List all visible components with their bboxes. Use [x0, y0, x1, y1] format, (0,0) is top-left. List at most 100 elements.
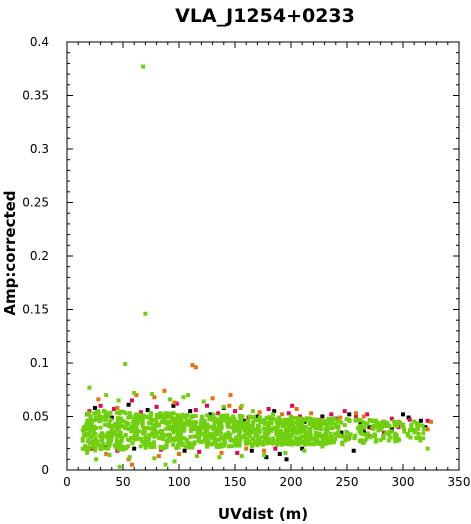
data-point — [142, 442, 147, 447]
data-point — [239, 454, 244, 459]
data-point — [235, 428, 240, 433]
data-point — [333, 422, 338, 427]
data-point — [328, 434, 333, 439]
data-point — [298, 436, 303, 441]
data-point — [87, 424, 92, 429]
data-point — [131, 423, 136, 428]
data-point — [106, 423, 111, 428]
data-point — [93, 436, 98, 441]
data-point — [328, 419, 333, 424]
data-point — [89, 418, 94, 423]
data-point — [171, 442, 176, 447]
data-point — [275, 438, 280, 443]
data-point — [96, 443, 101, 448]
data-point — [329, 421, 334, 426]
data-point — [241, 421, 246, 426]
data-point — [238, 423, 243, 428]
data-points — [80, 64, 433, 469]
data-point — [147, 442, 152, 447]
data-point — [168, 411, 173, 416]
data-point — [129, 398, 134, 403]
data-point — [160, 419, 165, 424]
data-point — [168, 425, 173, 430]
data-point — [180, 412, 185, 417]
data-point — [374, 438, 379, 443]
data-point — [361, 429, 366, 434]
data-point — [117, 430, 122, 435]
data-point — [257, 416, 262, 421]
data-point — [232, 438, 237, 443]
data-point — [389, 416, 394, 421]
data-point — [141, 427, 146, 432]
data-point — [112, 429, 117, 434]
data-point — [243, 437, 248, 442]
data-point — [231, 414, 236, 419]
data-point — [171, 422, 176, 427]
data-point — [296, 422, 301, 427]
y-tick-label: 0.3 — [30, 142, 49, 156]
data-point — [402, 429, 407, 434]
data-point — [342, 423, 347, 428]
data-point — [237, 429, 242, 434]
data-point — [353, 411, 358, 416]
data-point — [309, 411, 314, 416]
data-point — [312, 423, 317, 428]
data-point — [278, 417, 283, 422]
data-point — [246, 418, 251, 423]
data-point — [241, 418, 246, 423]
data-point — [270, 416, 275, 421]
data-point — [324, 431, 329, 436]
data-point — [209, 432, 214, 437]
data-point — [239, 403, 244, 408]
data-point — [87, 421, 92, 426]
data-point — [129, 435, 134, 440]
data-point — [276, 429, 281, 434]
data-point — [151, 423, 156, 428]
data-point — [156, 454, 161, 459]
data-point — [164, 433, 169, 438]
data-point — [275, 442, 280, 447]
data-point — [138, 444, 143, 449]
data-point — [123, 362, 128, 367]
data-point — [106, 437, 111, 442]
data-point — [255, 432, 260, 437]
data-point — [151, 417, 156, 422]
data-point — [414, 435, 419, 440]
data-point — [405, 432, 410, 437]
data-point — [305, 439, 310, 444]
data-point — [335, 433, 340, 438]
data-point — [284, 457, 289, 462]
data-point — [126, 444, 131, 449]
data-point — [219, 425, 224, 430]
data-point — [228, 436, 233, 441]
data-point — [97, 433, 102, 438]
data-point — [145, 408, 150, 413]
data-point — [326, 416, 331, 421]
data-point — [415, 423, 420, 428]
data-point — [87, 430, 92, 435]
data-point — [321, 440, 326, 445]
data-point — [195, 431, 200, 436]
data-point — [210, 441, 215, 446]
data-point — [256, 436, 261, 441]
data-point — [172, 400, 177, 405]
data-point — [268, 421, 273, 426]
data-point — [227, 420, 232, 425]
data-point — [206, 425, 211, 430]
data-point — [187, 422, 192, 427]
data-point — [192, 434, 197, 439]
data-point — [165, 437, 170, 442]
data-point — [132, 433, 137, 438]
data-point — [187, 418, 192, 423]
data-point — [227, 403, 232, 408]
data-point — [200, 415, 205, 420]
data-point — [384, 431, 389, 436]
data-point — [266, 431, 271, 436]
data-point — [115, 432, 120, 437]
y-tick-label: 0.35 — [22, 89, 49, 103]
data-point — [393, 439, 398, 444]
data-point — [87, 385, 92, 390]
data-point — [262, 431, 267, 436]
data-point — [188, 409, 193, 414]
data-point — [203, 438, 208, 443]
